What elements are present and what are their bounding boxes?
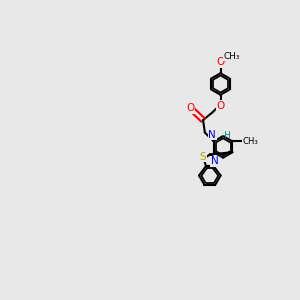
- Text: CH₃: CH₃: [242, 137, 258, 146]
- Text: CH₃: CH₃: [224, 52, 240, 61]
- Text: N: N: [211, 156, 218, 166]
- Text: N: N: [208, 130, 216, 140]
- Text: S: S: [200, 152, 206, 161]
- Text: -H: -H: [221, 131, 231, 140]
- Text: O: O: [216, 101, 225, 111]
- Text: O: O: [216, 57, 225, 67]
- Text: O: O: [186, 103, 195, 113]
